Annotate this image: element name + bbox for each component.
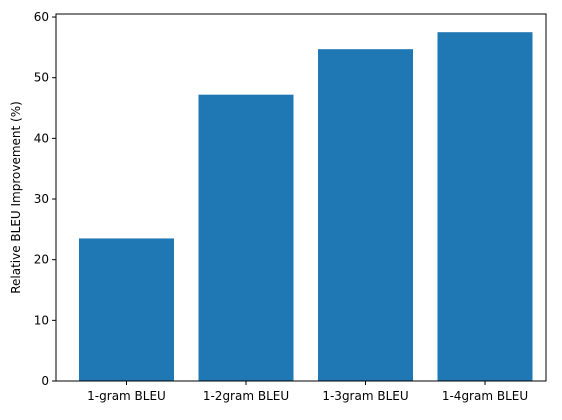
x-tick-label: 1-2gram BLEU: [203, 389, 289, 403]
y-tick-label: 0: [41, 374, 49, 388]
bars-layer: [79, 32, 533, 382]
y-ticks-layer: 0 10 20 30 40 50 60: [34, 10, 56, 388]
bar-3: [318, 49, 413, 381]
y-tick-label: 30: [34, 192, 49, 206]
bar-4: [437, 32, 533, 381]
bar-1: [79, 238, 174, 381]
y-tick-label: 40: [34, 131, 49, 145]
y-axis-label: Relative BLEU Improvement (%): [9, 101, 23, 294]
y-tick-label: 60: [34, 10, 49, 24]
y-tick-label: 20: [34, 253, 49, 267]
x-tick-label: 1-4gram BLEU: [442, 389, 528, 403]
y-tick-label: 50: [34, 71, 49, 85]
plot-frame: [55, 13, 547, 382]
x-tick-label: 1-gram BLEU: [87, 389, 166, 403]
y-tick-label: 10: [34, 313, 49, 327]
bar-2: [198, 94, 294, 382]
x-tick-label: 1-3gram BLEU: [322, 389, 408, 403]
x-ticks-layer: 1-gram BLEU 1-2gram BLEU 1-3gram BLEU 1-4gr…: [87, 381, 528, 403]
